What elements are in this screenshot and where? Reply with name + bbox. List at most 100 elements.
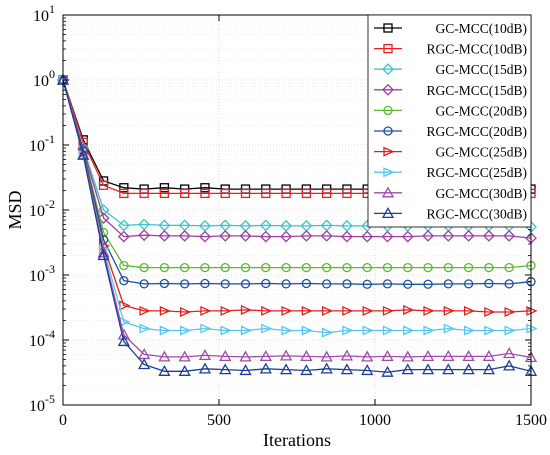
legend-item: GC-MCC(30dB)	[374, 186, 527, 201]
data-point	[139, 279, 149, 289]
data-point	[300, 364, 313, 376]
x-tick-label: 0	[59, 412, 67, 429]
data-point	[240, 262, 251, 273]
data-point	[98, 180, 109, 190]
data-point	[259, 350, 272, 362]
data-point	[138, 358, 151, 370]
data-point	[462, 229, 475, 242]
data-point	[321, 188, 332, 199]
legend-item: GC-MCC(20dB)	[374, 103, 527, 118]
data-point	[421, 363, 435, 375]
data-point	[281, 262, 291, 273]
legend-box	[367, 14, 532, 228]
data-point	[259, 362, 272, 374]
data-point	[484, 306, 496, 317]
data-point	[139, 188, 149, 199]
data-point	[200, 305, 212, 316]
data-point	[220, 279, 230, 289]
data-point	[199, 230, 211, 243]
data-point	[239, 229, 252, 242]
y-tick-label: 10-4	[29, 327, 55, 350]
data-point	[422, 229, 434, 242]
data-point	[442, 363, 455, 375]
data-point	[259, 219, 272, 232]
legend-marker	[381, 207, 395, 219]
data-point	[279, 349, 293, 361]
data-point	[159, 183, 170, 193]
data-point	[362, 262, 372, 273]
legend-marker	[383, 146, 395, 157]
data-point	[159, 325, 172, 336]
data-point	[484, 262, 494, 273]
data-point	[198, 362, 212, 374]
data-point	[219, 229, 232, 242]
data-point	[503, 347, 516, 359]
legend-item: RGC-MCC(15dB)	[374, 83, 527, 98]
data-point	[180, 306, 192, 317]
data-point	[119, 275, 129, 286]
data-point	[159, 262, 170, 273]
legend-marker	[383, 126, 393, 136]
data-point	[342, 305, 354, 316]
data-point	[280, 230, 292, 243]
data-point	[281, 279, 291, 289]
data-point	[301, 278, 312, 289]
data-point	[361, 230, 374, 243]
data-point	[220, 325, 232, 336]
data-point	[320, 350, 333, 362]
data-point	[281, 188, 291, 199]
series-line	[62, 79, 532, 239]
legend-marker	[382, 83, 394, 96]
legend-item: RGC-MCC(10dB)	[374, 42, 527, 57]
data-point	[382, 325, 395, 336]
data-point	[180, 325, 192, 336]
data-point	[117, 230, 130, 243]
data-point	[119, 260, 129, 271]
legend-item: GC-MCC(15dB)	[374, 62, 527, 77]
data-point	[504, 306, 516, 317]
data-point	[180, 279, 190, 289]
data-point	[119, 188, 129, 199]
data-point	[482, 363, 495, 375]
data-point	[97, 249, 110, 261]
data-point	[362, 325, 374, 336]
data-point	[220, 262, 230, 273]
data-point	[139, 262, 149, 273]
data-point	[362, 279, 372, 289]
data-point	[159, 188, 170, 199]
y-axis-label: MSD	[5, 190, 25, 229]
data-point	[484, 278, 494, 289]
legend-item: GC-MCC(25dB)	[374, 145, 527, 160]
data-point	[421, 350, 435, 362]
data-point	[504, 262, 514, 273]
data-point	[178, 364, 191, 376]
data-point	[381, 350, 394, 362]
data-point	[403, 325, 415, 336]
data-point	[77, 148, 90, 160]
data-point	[261, 305, 273, 316]
data-point	[159, 278, 170, 289]
data-point	[180, 262, 190, 273]
legend-label: RGC-MCC(15dB)	[426, 83, 527, 98]
data-point	[321, 327, 334, 338]
data-point	[200, 188, 210, 199]
legend: GC-MCC(10dB) RGC-MCC(10dB) GC-MCC(15dB) RGC…	[367, 14, 532, 228]
data-point	[361, 364, 374, 376]
data-point	[423, 262, 433, 273]
legend-label: GC-MCC(20dB)	[435, 103, 527, 118]
data-point	[443, 279, 453, 289]
data-point	[279, 363, 293, 375]
data-point	[138, 229, 151, 242]
legend-label: GC-MCC(10dB)	[435, 21, 527, 36]
data-point	[200, 183, 210, 193]
data-point	[382, 305, 395, 316]
data-point	[240, 325, 253, 336]
data-point	[462, 363, 475, 375]
data-point	[342, 279, 352, 289]
y-tick-label: 10-3	[29, 262, 55, 285]
data-point	[341, 230, 353, 243]
series-7	[58, 74, 538, 338]
x-axis-label: Iterations	[263, 430, 331, 450]
data-point	[401, 350, 414, 362]
legend-marker	[383, 43, 393, 54]
